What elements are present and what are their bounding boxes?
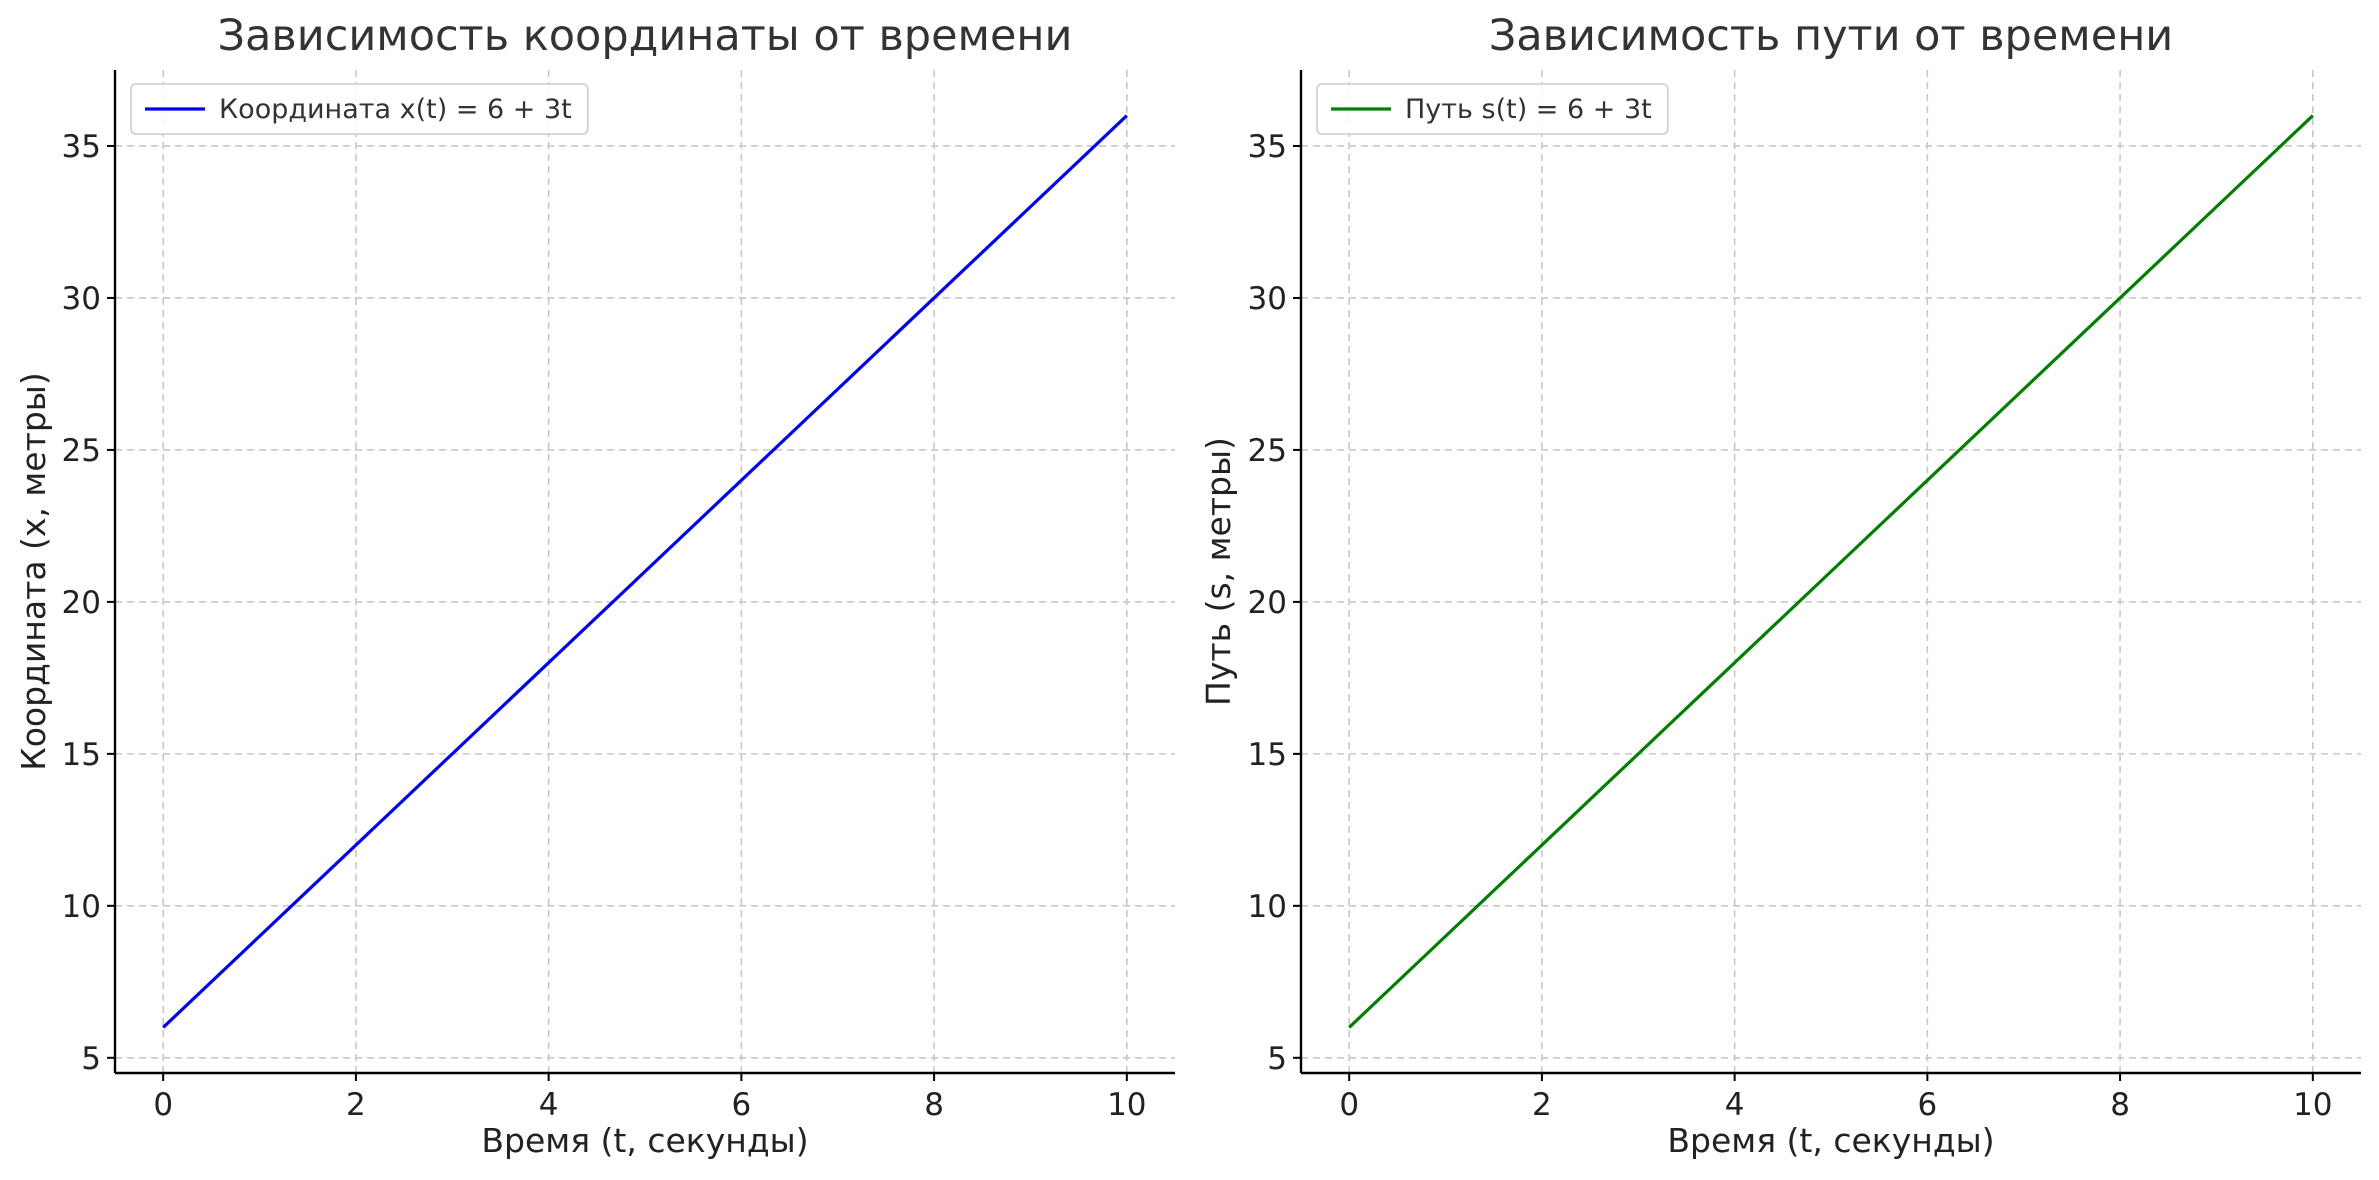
- x-tick-label: 8: [924, 1087, 944, 1123]
- legend-label: Координата x(t) = 6 + 3t: [219, 94, 572, 125]
- y-tick-label: 35: [62, 129, 101, 165]
- y-tick-label: 10: [1248, 889, 1287, 925]
- legend-label: Путь s(t) = 6 + 3t: [1405, 94, 1652, 125]
- x-tick-label: 0: [153, 1087, 173, 1123]
- y-axis-label: Координата (x, метры): [14, 372, 53, 770]
- chart-title: Зависимость пути от времени: [1489, 11, 2174, 61]
- y-tick-label: 25: [1248, 433, 1287, 469]
- chart-panel-path: 0 2 4 6 8 10 5 10 15 20 25 30 35 Зависимость пути от …: [1199, 11, 2361, 1160]
- y-tick-label: 15: [1248, 737, 1287, 773]
- x-tick-label: 2: [346, 1087, 366, 1123]
- x-tick-label: 8: [2110, 1087, 2130, 1123]
- y-tick-label: 20: [1248, 585, 1287, 621]
- chart-title: Зависимость координаты от времени: [217, 11, 1072, 61]
- x-tick-label: 0: [1339, 1087, 1359, 1123]
- legend-box: [130, 83, 589, 135]
- y-tick-label: 30: [62, 281, 101, 317]
- y-tick-label: 30: [1248, 281, 1287, 317]
- legend: Путь s(t) = 6 + 3t: [1316, 83, 1669, 135]
- x-tick-label: 4: [539, 1087, 559, 1123]
- y-tick-label: 20: [62, 585, 101, 621]
- y-tick-label: 35: [1248, 129, 1287, 165]
- y-axis-label: Путь (s, метры): [1199, 437, 1238, 706]
- x-tick-label: 2: [1532, 1087, 1552, 1123]
- x-tick-label: 6: [1917, 1087, 1937, 1123]
- y-tick-label: 5: [81, 1041, 101, 1077]
- x-axis-label: Время (t, секунды): [1667, 1121, 1994, 1160]
- x-tick-label: 6: [731, 1087, 751, 1123]
- legend: Координата x(t) = 6 + 3t: [130, 83, 589, 135]
- x-tick-label: 4: [1725, 1087, 1745, 1123]
- series-line: [162, 114, 1128, 1029]
- y-tick-label: 5: [1267, 1041, 1287, 1077]
- y-tick-label: 25: [62, 433, 101, 469]
- x-tick-label: 10: [1107, 1087, 1146, 1123]
- chart-panel-coordinate: 0 2 4 6 8 10 5 10 15 20 25 30 35 Зависимость координа…: [14, 11, 1175, 1160]
- y-tick-label: 15: [62, 737, 101, 773]
- x-axis-label: Время (t, секунды): [481, 1121, 808, 1160]
- y-tick-label: 10: [62, 889, 101, 925]
- series-line: [1348, 114, 2314, 1029]
- x-tick-label: 10: [2293, 1087, 2332, 1123]
- legend-box: [1316, 83, 1669, 135]
